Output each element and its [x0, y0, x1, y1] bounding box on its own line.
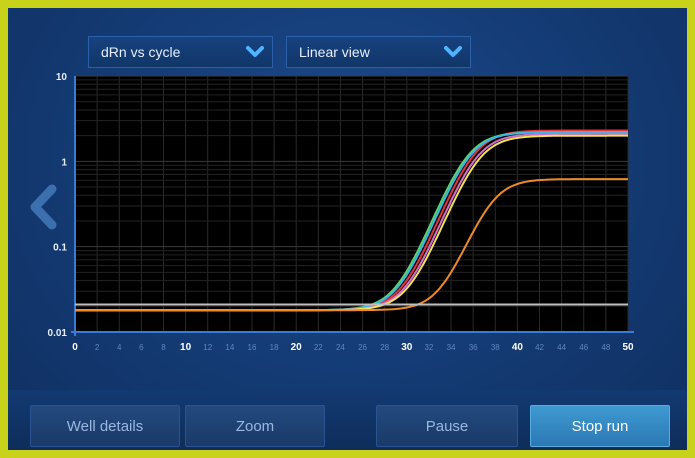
- plot-axes: [71, 76, 634, 336]
- x-tick-label: 38: [491, 343, 500, 352]
- stop-run-button[interactable]: Stop run: [530, 405, 670, 447]
- x-tick-label: 32: [424, 343, 433, 352]
- x-tick-label: 0: [72, 342, 78, 353]
- x-tick-label: 10: [180, 342, 192, 353]
- x-tick-label: 40: [512, 342, 524, 353]
- x-tick-label: 12: [203, 343, 212, 352]
- x-tick-label: 44: [557, 343, 566, 352]
- x-tick-label: 36: [469, 343, 478, 352]
- plot-type-label: dRn vs cycle: [101, 44, 181, 60]
- x-tick-label: 24: [336, 343, 345, 352]
- y-tick-label: 1: [61, 157, 67, 168]
- plot-grid: [74, 75, 629, 333]
- y-tick-label: 0.1: [53, 243, 67, 254]
- x-tick-labels: 0 2 4 6 8 10 12 14 16 18 20 22 24 26 28 30 32 34 36 38 40 42 4…: [72, 342, 634, 353]
- chevron-down-icon: [242, 41, 268, 63]
- x-tick-label: 28: [380, 343, 389, 352]
- x-tick-label: 4: [117, 343, 122, 352]
- view-label: Linear view: [299, 44, 370, 60]
- chevron-down-icon: [440, 41, 466, 63]
- amplification-curves: [75, 129, 628, 312]
- y-tick-label: 0.01: [48, 328, 68, 339]
- x-tick-label: 50: [622, 342, 634, 353]
- y-tick-label: 10: [56, 72, 68, 83]
- x-tick-label: 46: [579, 343, 588, 352]
- x-tick-label: 18: [270, 343, 279, 352]
- x-tick-label: 6: [139, 343, 144, 352]
- x-tick-label: 14: [225, 343, 234, 352]
- y-tick-labels: 10 1 0.1 0.01: [48, 72, 68, 339]
- plot-type-dropdown[interactable]: dRn vs cycle: [88, 36, 273, 68]
- x-tick-label: 16: [248, 343, 257, 352]
- x-tick-label: 22: [314, 343, 323, 352]
- x-tick-label: 42: [535, 343, 544, 352]
- pause-button[interactable]: Pause: [376, 405, 518, 447]
- x-tick-label: 48: [601, 343, 610, 352]
- well-details-button[interactable]: Well details: [30, 405, 180, 447]
- plot-area: [75, 76, 628, 332]
- chevron-left-icon[interactable]: [26, 183, 60, 231]
- view-dropdown[interactable]: Linear view: [286, 36, 471, 68]
- x-tick-label: 26: [358, 343, 367, 352]
- amplification-curve-6: [75, 178, 628, 312]
- x-tick-label: 2: [95, 343, 100, 352]
- x-tick-label: 30: [401, 342, 413, 353]
- x-tick-label: 8: [161, 343, 166, 352]
- x-tick-label: 20: [291, 342, 303, 353]
- x-tick-label: 34: [447, 343, 456, 352]
- zoom-button[interactable]: Zoom: [185, 405, 325, 447]
